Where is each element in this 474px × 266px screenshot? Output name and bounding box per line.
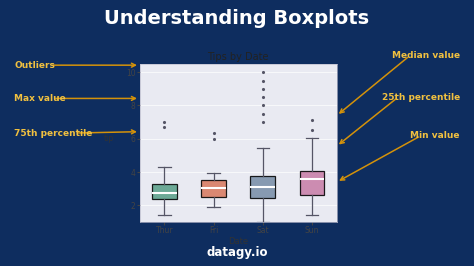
PathPatch shape: [250, 176, 275, 198]
Text: 75th percentile: 75th percentile: [14, 128, 92, 138]
Title: Tips by Date: Tips by Date: [208, 52, 269, 62]
Y-axis label: tip: tip: [104, 134, 115, 143]
Text: Min value: Min value: [410, 131, 460, 140]
Text: Understanding Boxplots: Understanding Boxplots: [104, 9, 370, 28]
PathPatch shape: [300, 171, 324, 195]
Text: datagy.io: datagy.io: [206, 246, 268, 259]
X-axis label: Date: Date: [228, 237, 248, 246]
Text: Outliers: Outliers: [14, 61, 55, 70]
Text: Max value: Max value: [14, 94, 66, 103]
PathPatch shape: [152, 184, 177, 199]
Text: Median value: Median value: [392, 51, 460, 60]
Text: 25th percentile: 25th percentile: [382, 93, 460, 102]
PathPatch shape: [201, 180, 226, 197]
